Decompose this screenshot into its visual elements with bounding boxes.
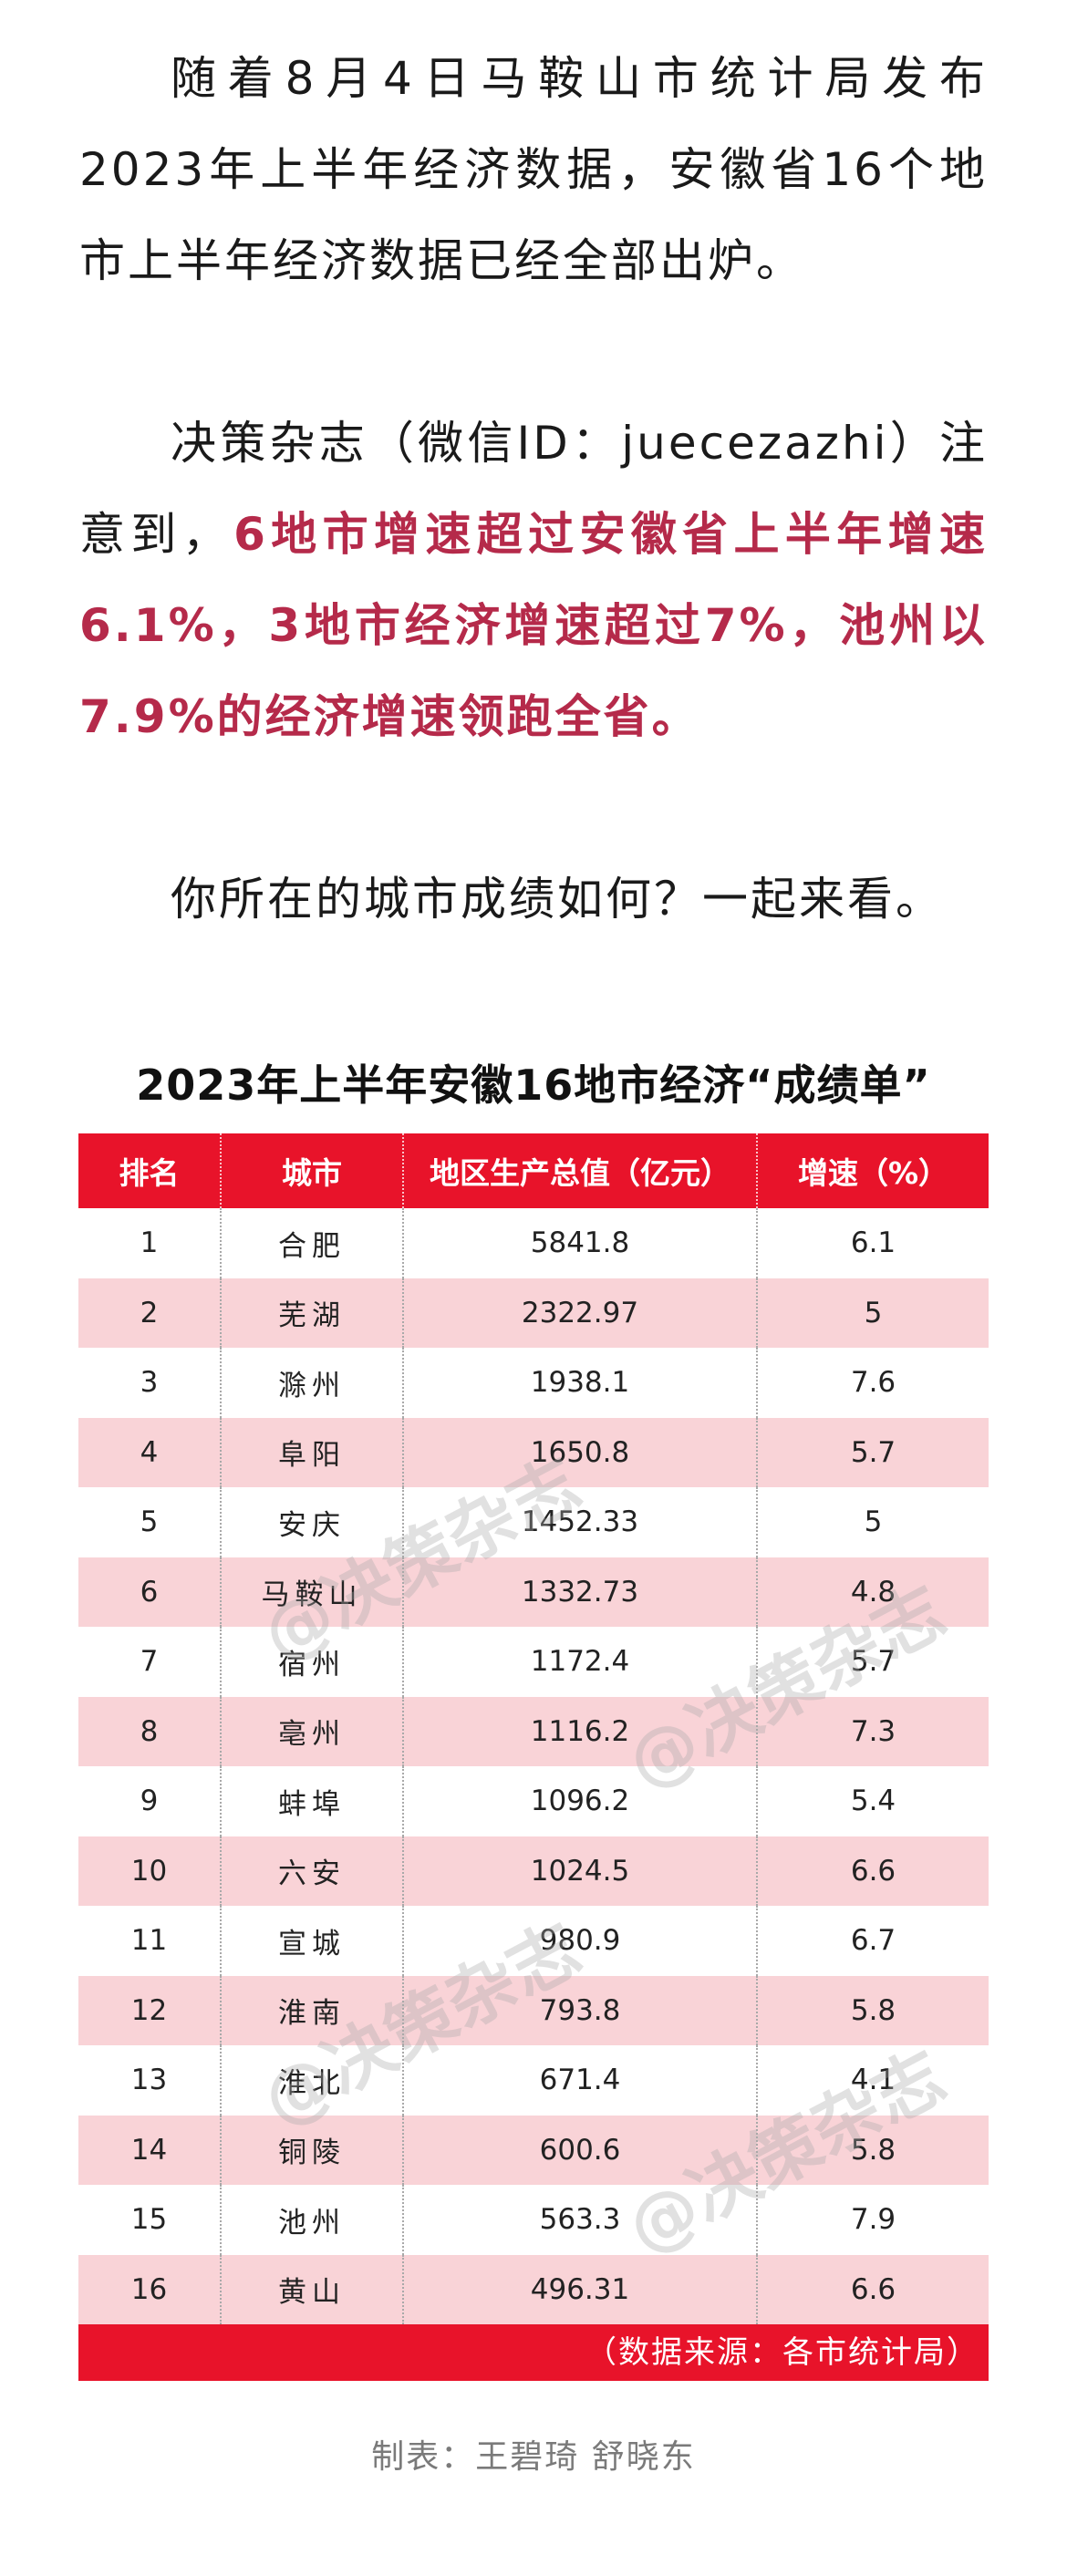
city-cell: 宿州	[221, 1627, 404, 1697]
growth-cell: 7.6	[757, 1348, 989, 1418]
gdp-cell: 1452.33	[403, 1487, 758, 1557]
gdp-cell: 5841.8	[403, 1208, 758, 1278]
table-row: 5 安庆 1452.33 5	[78, 1487, 989, 1557]
rank-cell: 9	[78, 1766, 222, 1836]
city-cell: 淮南	[221, 1975, 404, 2045]
rank-cell: 12	[78, 1975, 222, 2045]
table-row: 9 蚌埠 1096.2 5.4	[78, 1766, 989, 1836]
growth-cell: 5.7	[757, 1627, 989, 1697]
city-cell: 淮北	[221, 2045, 404, 2116]
table-credit: 制表：王碧琦 舒晓东	[371, 2438, 696, 2476]
city-cell: 六安	[221, 1836, 404, 1906]
growth-cell: 6.6	[757, 2254, 989, 2324]
gdp-cell: 980.9	[403, 1906, 758, 1976]
table-row: 15 池州 563.3 7.9	[78, 2185, 989, 2255]
growth-cell: 4.8	[757, 1557, 989, 1627]
city-cell: 黄山	[221, 2254, 404, 2324]
table-row: 4 阜阳 1650.8 5.7	[78, 1417, 989, 1487]
growth-cell: 6.7	[757, 1906, 989, 1976]
growth-cell: 5.8	[757, 1975, 989, 2045]
findings-lead: 决策杂志（微信ID：juecezazhi）注意到，	[79, 417, 988, 561]
rank-cell: 11	[78, 1906, 222, 1976]
table-row: 8 亳州 1116.2 7.3	[78, 1696, 989, 1766]
rank-cell: 5	[78, 1487, 222, 1557]
growth-cell: 7.9	[757, 2185, 989, 2255]
rank-cell: 8	[78, 1696, 222, 1766]
data-source-note: （数据来源：各市统计局）	[78, 2324, 989, 2381]
gdp-cell: 793.8	[403, 1975, 758, 2045]
growth-cell: 6.6	[757, 1836, 989, 1906]
intro-paragraph: 随着8月4日马鞍山市统计局发布2023年上半年经济数据，安徽省16个地市上半年经…	[79, 52, 988, 287]
table-row: 12 淮南 793.8 5.8	[78, 1975, 989, 2045]
table-row: 1 合肥 5841.8 6.1	[78, 1208, 989, 1278]
city-cell: 合肥	[221, 1208, 404, 1278]
table-row: 13 淮北 671.4 4.1	[78, 2045, 989, 2116]
city-cell: 安庆	[221, 1487, 404, 1557]
city-cell: 蚌埠	[221, 1766, 404, 1836]
header-growth: 增速（%）	[757, 1133, 989, 1208]
table-row: 7 宿州 1172.4 5.7	[78, 1627, 989, 1697]
city-cell: 宣城	[221, 1906, 404, 1976]
city-cell: 铜陵	[221, 2115, 404, 2185]
table-row: 16 黄山 496.31 6.6	[78, 2254, 989, 2324]
growth-cell: 5	[757, 1278, 989, 1348]
rank-cell: 10	[78, 1836, 222, 1906]
city-cell: 滁州	[221, 1348, 404, 1418]
gdp-cell: 1116.2	[403, 1696, 758, 1766]
rank-cell: 14	[78, 2115, 222, 2185]
table-body: 1 合肥 5841.8 6.1 2 芜湖 2322.97 5 3 滁州 1938.1 7.6 4 阜阳 16…	[78, 1208, 989, 2324]
rank-cell: 1	[78, 1208, 222, 1278]
findings-highlight: 6地市增速超过安徽省上半年增速6.1%，3地市经济增速超过7%，池州以7.9%的…	[79, 508, 989, 743]
rank-cell: 2	[78, 1278, 222, 1348]
city-cell: 芜湖	[221, 1278, 404, 1348]
rank-cell: 6	[78, 1557, 222, 1627]
growth-cell: 5.4	[757, 1766, 989, 1836]
city-cell: 马鞍山	[221, 1557, 404, 1627]
gdp-cell: 1332.73	[403, 1557, 758, 1627]
rank-cell: 3	[78, 1348, 222, 1418]
gdp-cell: 1096.2	[403, 1766, 758, 1836]
growth-cell: 7.3	[757, 1696, 989, 1766]
gdp-cell: 671.4	[403, 2045, 758, 2116]
growth-cell: 6.1	[757, 1208, 989, 1278]
key-findings-paragraph: 决策杂志（微信ID：juecezazhi）注意到，6地市增速超过安徽省上半年增速…	[79, 398, 988, 762]
gdp-ranking-table: 排名 城市 地区生产总值（亿元） 增速（%） 1 合肥 5841.8 6.1 2 芜湖 23…	[78, 1133, 989, 2324]
gdp-cell: 1024.5	[403, 1836, 758, 1906]
gdp-cell: 2322.97	[403, 1278, 758, 1348]
table-header-row: 排名 城市 地区生产总值（亿元） 增速（%）	[78, 1133, 989, 1208]
table-row: 6 马鞍山 1332.73 4.8	[78, 1557, 989, 1627]
gdp-cell: 1650.8	[403, 1417, 758, 1487]
table-row: 10 六安 1024.5 6.6	[78, 1836, 989, 1906]
table-row: 14 铜陵 600.6 5.8	[78, 2115, 989, 2185]
rank-cell: 7	[78, 1627, 222, 1697]
growth-cell: 5.7	[757, 1417, 989, 1487]
gdp-cell: 563.3	[403, 2185, 758, 2255]
table-row: 11 宣城 980.9 6.7	[78, 1906, 989, 1976]
city-cell: 池州	[221, 2185, 404, 2255]
gdp-cell: 1938.1	[403, 1348, 758, 1418]
gdp-cell: 1172.4	[403, 1627, 758, 1697]
article-body: 随着8月4日马鞍山市统计局发布2023年上半年经济数据，安徽省16个地市上半年经…	[79, 33, 988, 945]
rank-cell: 16	[78, 2254, 222, 2324]
growth-cell: 5.8	[757, 2115, 989, 2185]
city-cell: 亳州	[221, 1696, 404, 1766]
rank-cell: 4	[78, 1417, 222, 1487]
growth-cell: 5	[757, 1487, 989, 1557]
gdp-ranking-table-card: 2023年上半年安徽16地市经济“成绩单” 排名 城市 地区生产总值（亿元） 增…	[78, 1044, 989, 2381]
header-gdp: 地区生产总值（亿元）	[403, 1133, 758, 1208]
header-city: 城市	[221, 1133, 404, 1208]
table-row: 3 滁州 1938.1 7.6	[78, 1348, 989, 1418]
header-rank: 排名	[78, 1133, 222, 1208]
table-row: 2 芜湖 2322.97 5	[78, 1278, 989, 1348]
rank-cell: 15	[78, 2185, 222, 2255]
rank-cell: 13	[78, 2045, 222, 2116]
call-to-read-paragraph: 你所在的城市成绩如何？一起来看。	[171, 873, 944, 926]
gdp-cell: 600.6	[403, 2115, 758, 2185]
city-cell: 阜阳	[221, 1417, 404, 1487]
gdp-cell: 496.31	[403, 2254, 758, 2324]
growth-cell: 4.1	[757, 2045, 989, 2116]
table-title: 2023年上半年安徽16地市经济“成绩单”	[136, 1060, 931, 1110]
